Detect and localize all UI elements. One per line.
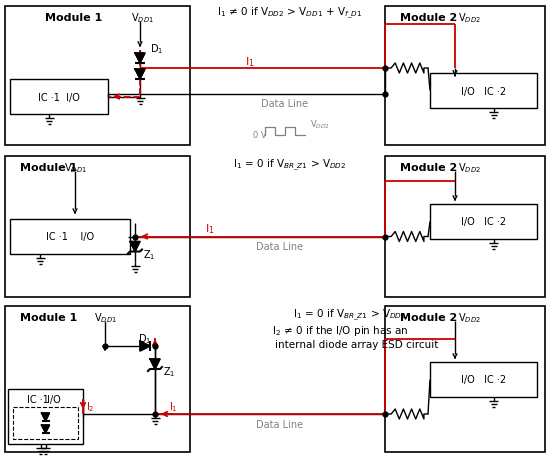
Text: I$_1$: I$_1$: [245, 55, 255, 69]
Polygon shape: [41, 413, 50, 421]
Bar: [13, 407, 78, 439]
Polygon shape: [150, 359, 160, 369]
Text: V$_{DD1}$: V$_{DD1}$: [130, 11, 153, 25]
Bar: [430, 205, 537, 240]
Text: D$_1$: D$_1$: [150, 42, 163, 56]
Text: 0 V: 0 V: [253, 131, 267, 140]
Text: Module 2: Module 2: [400, 312, 457, 322]
Text: V$_{DD1}$: V$_{DD1}$: [64, 161, 86, 174]
Polygon shape: [130, 242, 140, 252]
Text: Z$_1$: Z$_1$: [163, 364, 175, 378]
Polygon shape: [140, 341, 150, 351]
Text: I$_1$: I$_1$: [205, 222, 215, 236]
Text: I/O   IC ·2: I/O IC ·2: [461, 217, 506, 227]
Bar: [430, 362, 537, 397]
Text: I$_2$: I$_2$: [86, 399, 94, 413]
Text: I$_1$ ≠ 0 if V$_{DD2}$ > V$_{DD1}$ + V$_{f\_D1}$: I$_1$ ≠ 0 if V$_{DD2}$ > V$_{DD1}$ + V$_…: [217, 6, 362, 21]
Bar: [5, 306, 190, 452]
Text: Module 2: Module 2: [400, 13, 457, 23]
Bar: [430, 74, 537, 109]
Text: IC ·1    I/O: IC ·1 I/O: [46, 232, 94, 242]
Text: V$_{DD2}$: V$_{DD2}$: [458, 161, 481, 174]
Polygon shape: [41, 425, 50, 433]
Bar: [8, 389, 83, 444]
Text: V$_{DD2}$: V$_{DD2}$: [310, 118, 330, 131]
Text: I$_1$ = 0 if V$_{BR\_Z1}$ > V$_{DD2}$: I$_1$ = 0 if V$_{BR\_Z1}$ > V$_{DD2}$: [293, 307, 406, 322]
Bar: [385, 306, 545, 452]
Polygon shape: [135, 70, 145, 80]
Bar: [385, 7, 545, 146]
Text: IC ·1: IC ·1: [26, 394, 48, 404]
Bar: [10, 219, 130, 254]
Text: Data Line: Data Line: [256, 242, 304, 252]
Text: I$_1$ = 0 if V$_{BR\_Z1}$ > V$_{DD2}$: I$_1$ = 0 if V$_{BR\_Z1}$ > V$_{DD2}$: [233, 157, 346, 172]
Polygon shape: [135, 54, 145, 64]
Text: internal diode array ESD circuit: internal diode array ESD circuit: [262, 339, 438, 349]
Text: I/O   IC ·2: I/O IC ·2: [461, 375, 506, 385]
Text: Z$_1$: Z$_1$: [143, 248, 156, 262]
Bar: [385, 157, 545, 297]
Text: Data Line: Data Line: [261, 99, 309, 109]
Bar: [5, 7, 190, 146]
Text: Module 1: Module 1: [45, 13, 102, 23]
Text: Data Line: Data Line: [256, 419, 304, 429]
Text: V$_{DD1}$: V$_{DD1}$: [94, 310, 117, 324]
Text: V$_{DD2}$: V$_{DD2}$: [458, 11, 481, 25]
Text: I/O: I/O: [47, 394, 60, 404]
Text: V$_{DD2}$: V$_{DD2}$: [458, 310, 481, 324]
Text: I$_2$ ≠ 0 if the I/O pin has an: I$_2$ ≠ 0 if the I/O pin has an: [272, 323, 408, 337]
Text: I/O   IC ·2: I/O IC ·2: [461, 86, 506, 96]
Bar: [5, 157, 190, 297]
Text: IC ·1  I/O: IC ·1 I/O: [38, 92, 80, 102]
Text: Module 2: Module 2: [400, 162, 457, 173]
Text: D$_1$: D$_1$: [139, 331, 152, 345]
Bar: [10, 80, 108, 115]
Text: I$_1$: I$_1$: [169, 399, 177, 413]
Text: Module 1: Module 1: [20, 162, 77, 173]
Text: Module 1: Module 1: [20, 312, 77, 322]
